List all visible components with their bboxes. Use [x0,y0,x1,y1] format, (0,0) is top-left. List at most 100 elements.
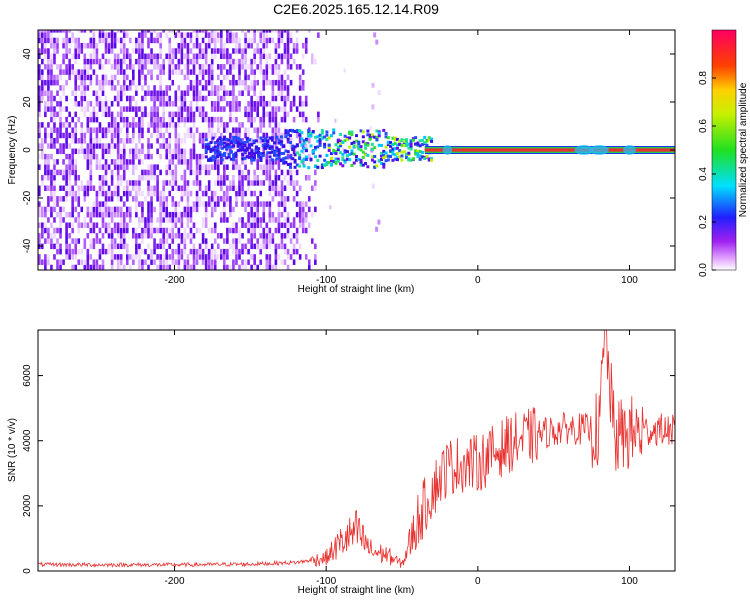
spectrogram-cell [232,164,235,170]
spectrogram-cell [71,53,74,60]
spectrogram-cell [270,150,274,154]
spectrogram-cell [65,211,68,218]
snr-x-tick-label: 100 [621,576,638,587]
spectrogram-cell [74,85,77,91]
spectrogram-cell [235,138,238,144]
spectrogram-cell [250,106,253,112]
spectrogram-cell [104,127,108,133]
spectrogram-cell [50,90,53,96]
spectrogram-cell [65,233,68,239]
spectrogram-cell [229,206,232,213]
spectral-blip [574,145,594,155]
spectrogram-cell [247,42,250,49]
spectrogram-cell [89,159,93,165]
spectrogram-cell [162,201,165,207]
spectrogram-cell [329,162,333,166]
spectrogram-cell [56,227,59,234]
spectrogram-cell [171,201,175,207]
spectrogram-cell [283,233,287,239]
spectrogram-cell [180,90,184,96]
spectrogram-cell [183,74,187,81]
spectrogram-cell [38,206,41,213]
spectrogram-cell [92,116,96,123]
spectrogram-cell [159,132,162,139]
spectrogram-cell [47,153,50,160]
spectrogram-cell [283,196,287,202]
spectrogram-cell [74,90,77,96]
spectrogram-cell [211,136,215,140]
spectrogram-cell [141,127,144,133]
spectrogram-cell [213,145,217,149]
spectrogram-cell [113,254,117,260]
spectrogram-cell [86,206,90,213]
spectrogram-cell [271,30,275,33]
spectrogram-cell [268,53,272,60]
spectrogram-cell [229,243,232,250]
spectrogram-cell [192,30,196,33]
spectrogram-cell [225,144,229,148]
spectrogram-cell [268,164,272,170]
spectrogram-cell [323,135,327,139]
spectrogram-cell [271,95,275,102]
spectrogram-cell [44,169,47,176]
spectrogram-cell [271,90,275,96]
spectrogram-cell [253,169,256,176]
spectrogram-cell [359,145,363,149]
spectrogram-cell [244,190,247,197]
spectrogram-cell [210,101,214,107]
spectrogram-cell [250,101,253,107]
spectrogram-cell [156,243,159,250]
spectrogram-cell [262,148,266,155]
spectrogram-cell [283,95,287,102]
spectrogram-cell [122,222,126,228]
spectrogram-cell [263,143,267,147]
spectrogram-cell [147,254,150,260]
spectrogram-cell [277,69,281,75]
spectrogram-cell [110,101,114,107]
spectrogram-cell [65,95,68,102]
spectrogram-cell [80,206,84,213]
spectrogram-cell [150,48,153,54]
spectrogram-cell [274,248,278,255]
spectrogram-cell [147,264,150,270]
spectrogram-cell [71,201,74,207]
spectrogram-cell [265,238,269,244]
spectrogram-cell [198,169,202,176]
spectrogram-cell [135,42,138,49]
spectrogram-cell [104,42,108,49]
spectrogram-cell [53,143,56,149]
spectrogram-cell [244,127,247,133]
spectrogram-cell [156,37,159,44]
spectrogram-cell [304,201,308,207]
spectrogram-cell [159,222,162,228]
spectrogram-cell [226,148,229,155]
spectrogram-cell [235,190,238,197]
spectrogram-cell [144,153,147,160]
spectrogram-cell [62,259,65,265]
spectrogram-cell [341,158,345,162]
spectrogram-cell [141,143,144,149]
spectrogram-cell [83,238,87,244]
spectrogram-cell [247,185,250,192]
spectrogram-cell [186,74,190,81]
spectrogram-cell [244,243,247,250]
spectrogram-cell [174,132,178,139]
spectrogram-cell [245,146,249,150]
spectrogram-cell [110,42,114,49]
spectrogram-cell [226,122,229,128]
spectrogram-cell [186,111,190,118]
spectrogram-cell [423,135,427,139]
spectrogram-cell [292,248,296,255]
spectrogram-cell [101,201,105,207]
spectrogram-cell [135,111,138,118]
spectrogram-cell [280,211,284,218]
spectrogram-cell [83,69,87,75]
spectrogram-cell [113,74,117,81]
spectrogram-cell [274,53,278,60]
spectrogram-cell [59,106,62,112]
spectrogram-cell [189,238,193,244]
spectrogram-cell [307,134,311,138]
spectrogram-cell [183,42,187,49]
spectrogram-cell [50,211,53,218]
